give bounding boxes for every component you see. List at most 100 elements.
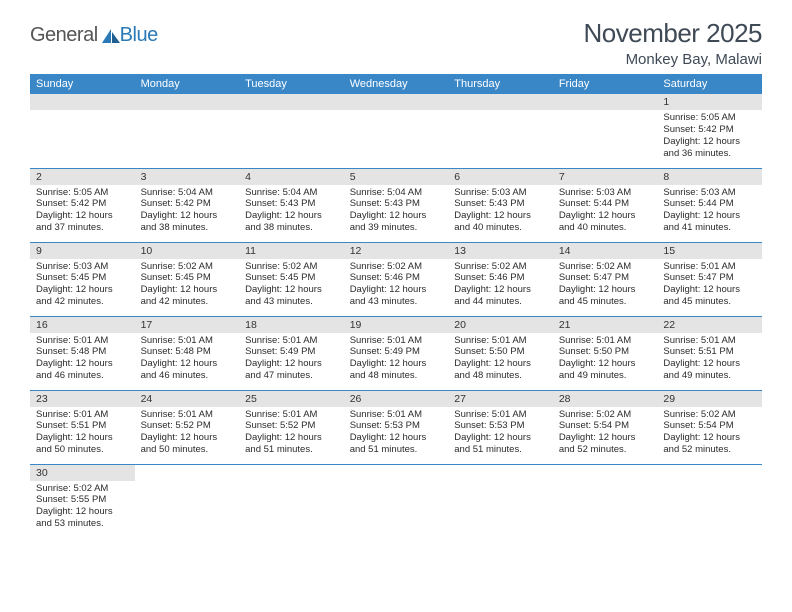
sunrise-text: Sunrise: 5:02 AM bbox=[36, 483, 131, 495]
sunset-text: Sunset: 5:47 PM bbox=[559, 272, 654, 284]
day-details: Sunrise: 5:05 AMSunset: 5:42 PMDaylight:… bbox=[657, 110, 762, 164]
calendar-day-cell: 6Sunrise: 5:03 AMSunset: 5:43 PMDaylight… bbox=[448, 168, 553, 242]
sunrise-text: Sunrise: 5:02 AM bbox=[350, 261, 445, 273]
day-details: Sunrise: 5:02 AMSunset: 5:54 PMDaylight:… bbox=[657, 407, 762, 461]
calendar-day-cell: 4Sunrise: 5:04 AMSunset: 5:43 PMDaylight… bbox=[239, 168, 344, 242]
calendar-day-cell: 23Sunrise: 5:01 AMSunset: 5:51 PMDayligh… bbox=[30, 390, 135, 464]
day-number: 8 bbox=[657, 169, 762, 185]
day-details: Sunrise: 5:01 AMSunset: 5:50 PMDaylight:… bbox=[553, 333, 658, 387]
sunrise-text: Sunrise: 5:01 AM bbox=[245, 409, 340, 421]
daylight-text-1: Daylight: 12 hours bbox=[559, 358, 654, 370]
location: Monkey Bay, Malawi bbox=[584, 51, 763, 68]
calendar-day-cell: 24Sunrise: 5:01 AMSunset: 5:52 PMDayligh… bbox=[135, 390, 240, 464]
sunset-text: Sunset: 5:52 PM bbox=[245, 420, 340, 432]
day-number: 1 bbox=[657, 94, 762, 110]
sunset-text: Sunset: 5:43 PM bbox=[454, 198, 549, 210]
day-number: 22 bbox=[657, 317, 762, 333]
day-details: Sunrise: 5:01 AMSunset: 5:47 PMDaylight:… bbox=[657, 259, 762, 313]
daylight-text-1: Daylight: 12 hours bbox=[663, 210, 758, 222]
calendar-day-cell: 11Sunrise: 5:02 AMSunset: 5:45 PMDayligh… bbox=[239, 242, 344, 316]
day-number: 19 bbox=[344, 317, 449, 333]
sunset-text: Sunset: 5:55 PM bbox=[36, 494, 131, 506]
day-number: 14 bbox=[553, 243, 658, 259]
daylight-text-2: and 52 minutes. bbox=[559, 444, 654, 456]
sunrise-text: Sunrise: 5:02 AM bbox=[559, 409, 654, 421]
month-title: November 2025 bbox=[584, 18, 763, 49]
daylight-text-2: and 47 minutes. bbox=[245, 370, 340, 382]
day-number: 17 bbox=[135, 317, 240, 333]
day-number: 28 bbox=[553, 391, 658, 407]
calendar-day-cell: 8Sunrise: 5:03 AMSunset: 5:44 PMDaylight… bbox=[657, 168, 762, 242]
sunrise-text: Sunrise: 5:02 AM bbox=[141, 261, 236, 273]
day-details: Sunrise: 5:01 AMSunset: 5:49 PMDaylight:… bbox=[344, 333, 449, 387]
daylight-text-1: Daylight: 12 hours bbox=[663, 284, 758, 296]
calendar-empty-cell bbox=[30, 94, 135, 168]
daylight-text-2: and 36 minutes. bbox=[663, 148, 758, 160]
day-details: Sunrise: 5:01 AMSunset: 5:52 PMDaylight:… bbox=[135, 407, 240, 461]
calendar-empty-cell bbox=[239, 464, 344, 538]
sunset-text: Sunset: 5:48 PM bbox=[36, 346, 131, 358]
day-number: 27 bbox=[448, 391, 553, 407]
daylight-text-2: and 38 minutes. bbox=[141, 222, 236, 234]
daylight-text-1: Daylight: 12 hours bbox=[245, 358, 340, 370]
day-details: Sunrise: 5:02 AMSunset: 5:47 PMDaylight:… bbox=[553, 259, 658, 313]
sail-icon bbox=[100, 27, 122, 45]
day-number: 11 bbox=[239, 243, 344, 259]
daylight-text-2: and 41 minutes. bbox=[663, 222, 758, 234]
day-number: 25 bbox=[239, 391, 344, 407]
sunset-text: Sunset: 5:42 PM bbox=[36, 198, 131, 210]
sunrise-text: Sunrise: 5:04 AM bbox=[141, 187, 236, 199]
calendar-day-cell: 9Sunrise: 5:03 AMSunset: 5:45 PMDaylight… bbox=[30, 242, 135, 316]
sunrise-text: Sunrise: 5:03 AM bbox=[454, 187, 549, 199]
day-details: Sunrise: 5:01 AMSunset: 5:53 PMDaylight:… bbox=[448, 407, 553, 461]
calendar-week: 1Sunrise: 5:05 AMSunset: 5:42 PMDaylight… bbox=[30, 94, 762, 168]
day-details: Sunrise: 5:01 AMSunset: 5:49 PMDaylight:… bbox=[239, 333, 344, 387]
sunset-text: Sunset: 5:50 PM bbox=[559, 346, 654, 358]
day-details: Sunrise: 5:02 AMSunset: 5:54 PMDaylight:… bbox=[553, 407, 658, 461]
calendar-empty-cell bbox=[135, 464, 240, 538]
day-number: 2 bbox=[30, 169, 135, 185]
sunset-text: Sunset: 5:44 PM bbox=[559, 198, 654, 210]
day-details: Sunrise: 5:05 AMSunset: 5:42 PMDaylight:… bbox=[30, 185, 135, 239]
calendar-empty-cell bbox=[344, 94, 449, 168]
daylight-text-1: Daylight: 12 hours bbox=[350, 284, 445, 296]
sunrise-text: Sunrise: 5:01 AM bbox=[663, 335, 758, 347]
day-details: Sunrise: 5:01 AMSunset: 5:51 PMDaylight:… bbox=[657, 333, 762, 387]
daylight-text-1: Daylight: 12 hours bbox=[663, 358, 758, 370]
daylight-text-1: Daylight: 12 hours bbox=[141, 210, 236, 222]
day-details: Sunrise: 5:01 AMSunset: 5:50 PMDaylight:… bbox=[448, 333, 553, 387]
sunrise-text: Sunrise: 5:01 AM bbox=[559, 335, 654, 347]
calendar-day-cell: 29Sunrise: 5:02 AMSunset: 5:54 PMDayligh… bbox=[657, 390, 762, 464]
daylight-text-1: Daylight: 12 hours bbox=[454, 358, 549, 370]
calendar-day-cell: 17Sunrise: 5:01 AMSunset: 5:48 PMDayligh… bbox=[135, 316, 240, 390]
sunset-text: Sunset: 5:42 PM bbox=[663, 124, 758, 136]
sunset-text: Sunset: 5:45 PM bbox=[36, 272, 131, 284]
day-number: 12 bbox=[344, 243, 449, 259]
daylight-text-2: and 37 minutes. bbox=[36, 222, 131, 234]
daylight-text-1: Daylight: 12 hours bbox=[559, 210, 654, 222]
weekday-header: Tuesday bbox=[239, 74, 344, 94]
day-details: Sunrise: 5:03 AMSunset: 5:44 PMDaylight:… bbox=[553, 185, 658, 239]
day-number: 24 bbox=[135, 391, 240, 407]
calendar-week: 30Sunrise: 5:02 AMSunset: 5:55 PMDayligh… bbox=[30, 464, 762, 538]
day-number: 7 bbox=[553, 169, 658, 185]
daylight-text-2: and 40 minutes. bbox=[454, 222, 549, 234]
daylight-text-1: Daylight: 12 hours bbox=[141, 432, 236, 444]
sunrise-text: Sunrise: 5:01 AM bbox=[141, 335, 236, 347]
sunset-text: Sunset: 5:49 PM bbox=[350, 346, 445, 358]
sunset-text: Sunset: 5:44 PM bbox=[663, 198, 758, 210]
day-details: Sunrise: 5:04 AMSunset: 5:43 PMDaylight:… bbox=[344, 185, 449, 239]
daylight-text-2: and 51 minutes. bbox=[245, 444, 340, 456]
sunset-text: Sunset: 5:50 PM bbox=[454, 346, 549, 358]
sunrise-text: Sunrise: 5:03 AM bbox=[36, 261, 131, 273]
daylight-text-2: and 51 minutes. bbox=[350, 444, 445, 456]
calendar-day-cell: 1Sunrise: 5:05 AMSunset: 5:42 PMDaylight… bbox=[657, 94, 762, 168]
day-details: Sunrise: 5:02 AMSunset: 5:46 PMDaylight:… bbox=[448, 259, 553, 313]
day-details: Sunrise: 5:01 AMSunset: 5:52 PMDaylight:… bbox=[239, 407, 344, 461]
sunrise-text: Sunrise: 5:04 AM bbox=[350, 187, 445, 199]
daylight-text-1: Daylight: 12 hours bbox=[36, 210, 131, 222]
sunset-text: Sunset: 5:47 PM bbox=[663, 272, 758, 284]
daylight-text-2: and 52 minutes. bbox=[663, 444, 758, 456]
sunset-text: Sunset: 5:42 PM bbox=[141, 198, 236, 210]
day-number: 13 bbox=[448, 243, 553, 259]
